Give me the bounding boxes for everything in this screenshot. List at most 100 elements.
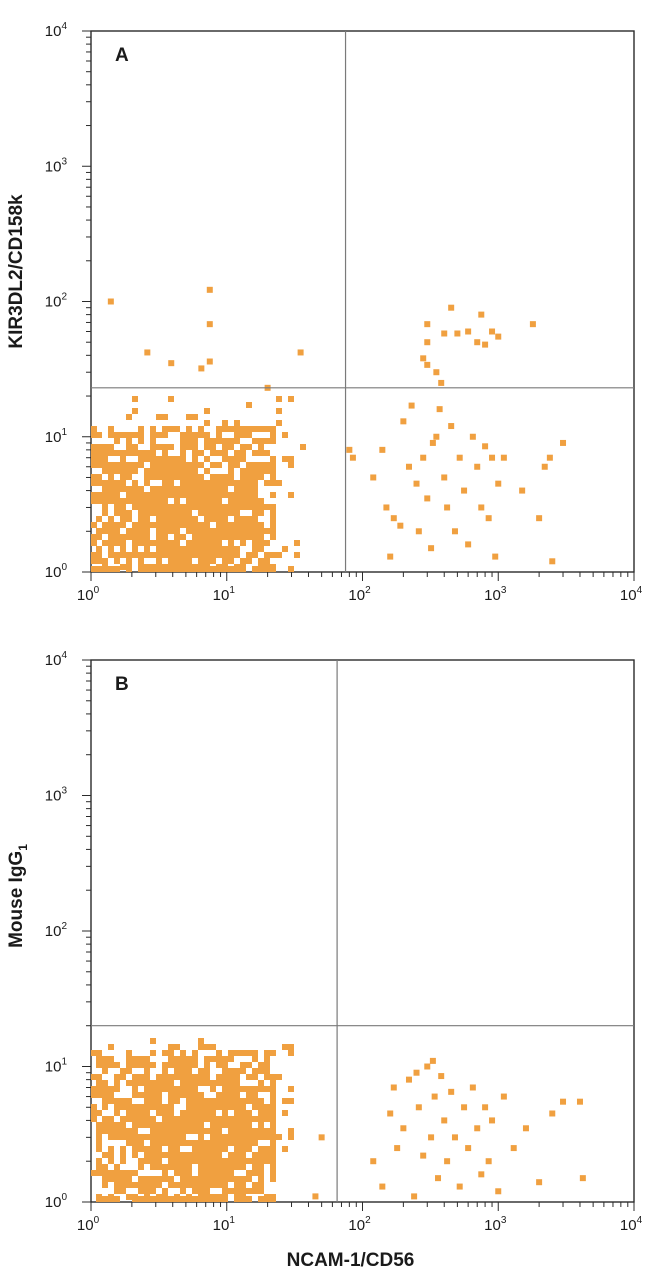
event-dot xyxy=(162,516,168,522)
event-dot xyxy=(174,1128,180,1134)
event-dot xyxy=(210,1104,216,1110)
event-dot xyxy=(234,528,240,534)
event-dot xyxy=(132,1122,138,1128)
event-dot xyxy=(246,558,252,564)
event-dot xyxy=(270,492,276,498)
event-dot xyxy=(168,1074,174,1080)
event-dot xyxy=(438,1073,445,1080)
event-dot xyxy=(216,1170,222,1176)
event-dot xyxy=(500,1093,507,1100)
event-dot xyxy=(246,528,252,534)
event-dot xyxy=(150,1092,156,1098)
event-dot xyxy=(258,510,264,516)
event-dot xyxy=(126,438,132,444)
event-dot xyxy=(234,1128,240,1134)
event-dot xyxy=(469,1084,476,1091)
event-dot xyxy=(91,450,97,456)
event-dot xyxy=(198,1110,204,1116)
event-dot xyxy=(168,1062,174,1068)
event-dot xyxy=(258,1196,264,1202)
event-dot xyxy=(258,438,264,444)
event-dot xyxy=(246,1170,252,1176)
event-dot xyxy=(138,1188,144,1194)
event-dot xyxy=(192,1110,198,1116)
event-dot xyxy=(162,1104,168,1110)
event-dot xyxy=(150,1188,156,1194)
event-dot xyxy=(114,486,120,492)
event-dot xyxy=(240,1104,246,1110)
event-dot xyxy=(252,480,258,486)
event-dot xyxy=(246,426,252,432)
event-dot xyxy=(222,1062,228,1068)
event-dot xyxy=(114,1128,120,1134)
event-dot xyxy=(114,1062,120,1068)
event-dot xyxy=(258,1188,264,1194)
event-dot xyxy=(186,1068,192,1074)
event-dot xyxy=(132,1104,138,1110)
event-dot xyxy=(228,546,234,552)
event-dot xyxy=(168,444,174,450)
event-dot xyxy=(156,1182,162,1188)
event-dot xyxy=(150,486,156,492)
event-dot xyxy=(174,492,180,498)
event-dot xyxy=(192,1080,198,1086)
event-dot xyxy=(162,552,168,558)
event-dot xyxy=(228,558,234,564)
event-dot xyxy=(138,540,144,546)
event-dot xyxy=(186,1176,192,1182)
event-dot xyxy=(222,1098,228,1104)
event-dot xyxy=(174,462,180,468)
event-dot xyxy=(264,1158,270,1164)
event-dot xyxy=(168,1080,174,1086)
event-dot xyxy=(270,510,276,516)
event-dot xyxy=(186,1152,192,1158)
event-dot xyxy=(222,528,228,534)
event-dot xyxy=(126,462,132,468)
event-dot xyxy=(102,1116,108,1122)
event-dot xyxy=(222,1182,228,1188)
event-dot xyxy=(156,504,162,510)
event-dot xyxy=(210,1140,216,1146)
event-dot xyxy=(448,423,455,430)
event-dot xyxy=(216,1194,222,1200)
event-dot xyxy=(102,492,108,498)
event-dot xyxy=(102,1182,108,1188)
event-dot xyxy=(234,1098,240,1104)
event-dot xyxy=(198,462,204,468)
event-dot xyxy=(102,510,108,516)
event-dot xyxy=(210,1122,216,1128)
event-dot xyxy=(186,522,192,528)
event-dot xyxy=(180,1164,186,1170)
event-dot xyxy=(198,1038,204,1044)
event-dot xyxy=(186,486,192,492)
event-dot xyxy=(204,1110,210,1116)
event-dot xyxy=(168,522,174,528)
event-dot xyxy=(108,468,114,474)
event-dot xyxy=(186,510,192,516)
event-dot xyxy=(96,1086,102,1092)
event-dot xyxy=(150,1128,156,1134)
panel-label: A xyxy=(115,45,129,66)
event-dot xyxy=(258,1176,264,1182)
event-dot xyxy=(138,534,144,540)
event-dot xyxy=(108,492,114,498)
event-dot xyxy=(168,1146,174,1152)
event-dot xyxy=(156,1134,162,1140)
event-dot xyxy=(282,1146,288,1152)
event-dot xyxy=(510,1145,517,1152)
event-dot xyxy=(162,1134,168,1140)
event-dot xyxy=(114,528,120,534)
event-dot xyxy=(102,1128,108,1134)
event-dot xyxy=(252,1152,258,1158)
event-dot xyxy=(198,534,204,540)
event-dot xyxy=(258,540,264,546)
event-dot xyxy=(216,504,222,510)
event-dot xyxy=(216,1164,222,1170)
event-dot xyxy=(91,566,97,572)
event-dot xyxy=(144,1188,150,1194)
event-dot xyxy=(96,552,102,558)
event-dot xyxy=(210,474,216,480)
event-dot xyxy=(114,1134,120,1140)
event-dot xyxy=(258,1122,264,1128)
event-dot xyxy=(126,510,132,516)
